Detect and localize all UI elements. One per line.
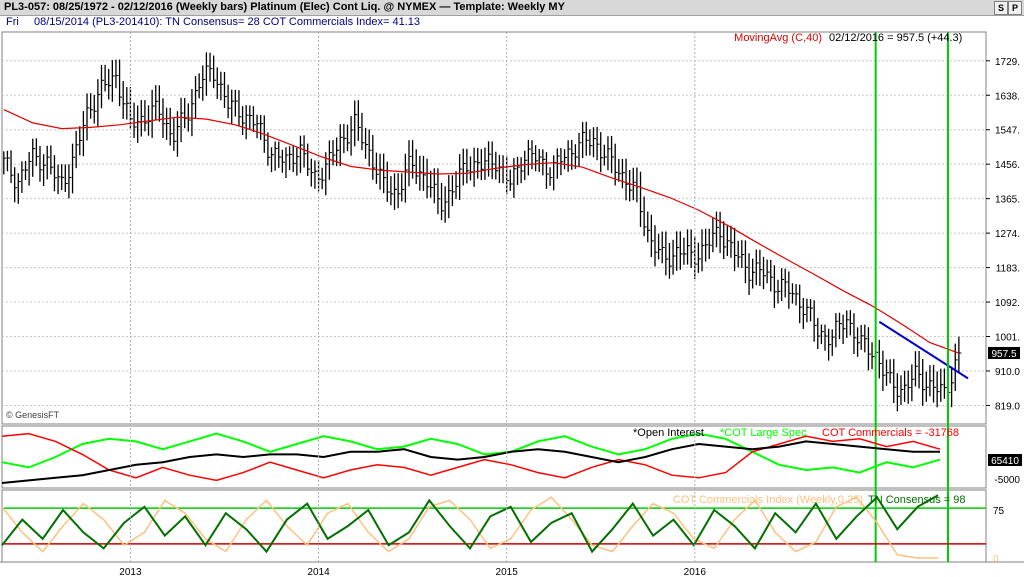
tn-consensus-line xyxy=(1,494,939,554)
pane-frame-1 xyxy=(1,31,987,425)
price-tick-label: 1729. xyxy=(995,57,1020,68)
price-readout: 02/12/2016 = 957.5 (+44.3) xyxy=(829,32,962,44)
open-interest-line xyxy=(1,440,940,484)
p-button[interactable]: P xyxy=(1008,1,1022,15)
index-tick-label: 75 xyxy=(993,506,1005,517)
price-tick-label: 819.0 xyxy=(995,401,1020,412)
price-tick-label: 1001. xyxy=(995,333,1020,344)
cot-pane: *Open Interest *COT Large Spec COT Commerc… xyxy=(1,427,1022,486)
title-bar: PL3-057: 08/25/1972 - 02/12/2016 (Weekly… xyxy=(0,0,1024,16)
index-tick-label: 0 xyxy=(993,554,999,565)
info-day: Fri xyxy=(6,16,19,28)
price-tick-label: 1456. xyxy=(995,160,1020,171)
cot-commercials-legend: COT Commercials = -31768 xyxy=(822,427,959,439)
cot-tick-label: -5000 xyxy=(994,475,1020,486)
cot-large-spec-legend: *COT Large Spec xyxy=(720,427,807,439)
info-bar: Fri 08/15/2014 (PL3-201410): TN Consensu… xyxy=(0,16,1024,30)
info-readout: 08/15/2014 (PL3-201410): TN Consensus= 2… xyxy=(34,16,421,28)
price-tick-label: 1638. xyxy=(995,91,1020,102)
pane-frames xyxy=(0,31,1024,563)
chart-title: PL3-057: 08/25/1972 - 02/12/2016 (Weekly… xyxy=(4,1,565,13)
trendline xyxy=(878,320,969,380)
s-button[interactable]: S xyxy=(994,1,1008,15)
x-tick-label: 2016 xyxy=(684,567,707,577)
open-interest-legend: *Open Interest xyxy=(633,427,704,439)
price-tick-label: 1183. xyxy=(996,264,1020,275)
last-price-label: 957.5 xyxy=(991,349,1016,360)
price-pane: 819.0 910.0 1001. 1092. 1183. 1274. 1365. 1456.… xyxy=(2,32,1020,562)
x-tick-label: 2014 xyxy=(307,567,330,577)
price-tick-label: 1092. xyxy=(995,298,1020,309)
watermark-text: © GenesisFT xyxy=(6,410,60,420)
x-tick-label: 2015 xyxy=(496,567,519,577)
price-tick-label: 1547. xyxy=(995,126,1020,137)
cot-large-spec-line xyxy=(1,432,941,474)
x-tick-label: 2013 xyxy=(119,567,142,577)
index-pane: 0 75 COT Commercials Index (Weekly,0.25) TN… xyxy=(1,494,1005,565)
last-price-box xyxy=(988,346,1020,359)
price-tick-label: 910.0 xyxy=(995,367,1020,378)
cot-commercials-line xyxy=(1,432,941,482)
price-tick-label: 1274. xyxy=(995,229,1020,240)
oi-value-label: 65410 xyxy=(991,456,1019,467)
pane-frame-2 xyxy=(1,425,987,489)
tn-consensus-legend: TN Consensus = 98 xyxy=(868,494,966,506)
price-tick-label: 1365. xyxy=(995,195,1020,206)
x-axis: 2013 2014 2015 2016 xyxy=(119,32,706,577)
cot-index-line xyxy=(1,496,938,559)
moving-avg-legend: MovingAvg (C,40) xyxy=(734,32,822,44)
moving-avg-line xyxy=(3,109,960,354)
cot-index-legend: COT Commercials Index (Weekly,0.25) xyxy=(673,494,863,506)
oi-value-box xyxy=(988,454,1022,466)
